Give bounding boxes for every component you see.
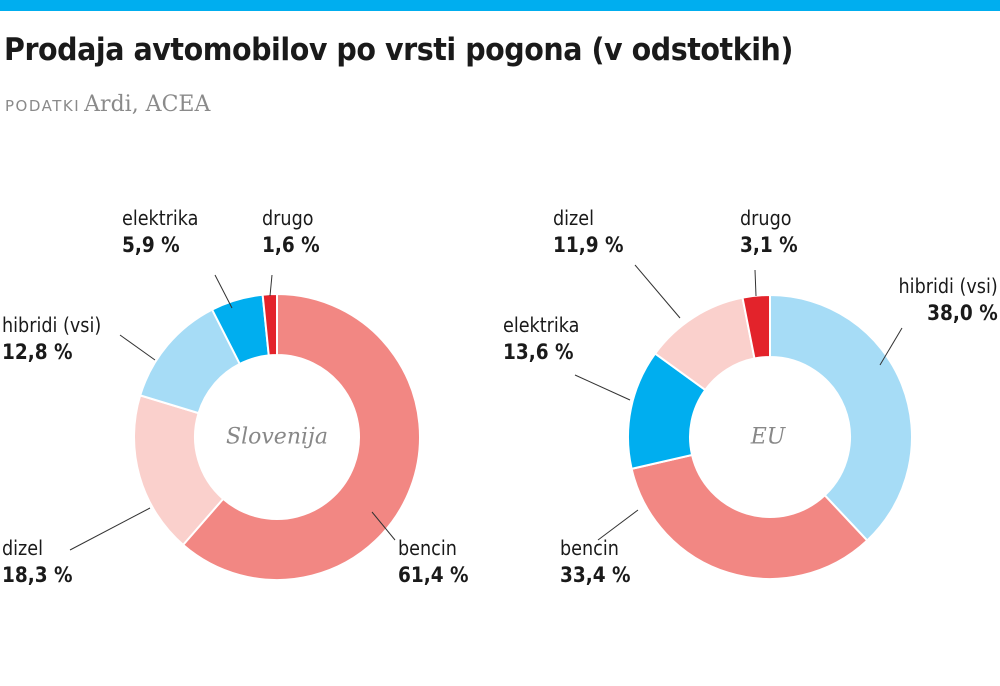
label-eu-elektrika: elektrika 13,6 % [503, 313, 580, 364]
leader-line [634, 264, 681, 319]
leader-line [574, 374, 631, 401]
leader-line [371, 511, 396, 541]
leader-line [754, 269, 757, 297]
source-text: Ardi, ACEA [84, 92, 211, 117]
leader-line [119, 334, 156, 361]
chart-title: Prodaja avtomobilov po vrsti pogona (v o… [4, 32, 793, 68]
leader-line [879, 327, 903, 366]
slice-hibridi [769, 293, 914, 542]
label-eu-dizel: dizel 11,9 % [553, 206, 624, 257]
center-label-slovenija: Slovenija [226, 424, 328, 450]
leader-line [214, 274, 233, 309]
slice-drugo [261, 292, 278, 357]
source-label: PODATKI [5, 97, 81, 115]
label-sl-dizel: dizel 18,3 % [2, 536, 73, 587]
center-label-eu: EU [750, 424, 786, 450]
label-sl-drugo: drugo 1,6 % [262, 206, 320, 257]
label-sl-hibridi: hibridi (vsi) 12,8 % [2, 313, 102, 364]
label-eu-hibridi: hibridi (vsi) 38,0 % [898, 274, 998, 325]
slice-bencin [630, 453, 869, 580]
leader-line [269, 274, 273, 297]
top-accent-bar [0, 0, 1000, 11]
leader-line [69, 507, 151, 551]
slice-drugo [741, 293, 771, 360]
slice-bencin [181, 292, 421, 581]
leader-line [597, 509, 639, 541]
label-eu-bencin: bencin 33,4 % [560, 536, 631, 587]
label-eu-drugo: drugo 3,1 % [740, 206, 798, 257]
source-line: PODATKI Ardi, ACEA [5, 92, 210, 117]
label-sl-bencin: bencin 61,4 % [398, 536, 469, 587]
label-sl-elektrika: elektrika 5,9 % [122, 206, 199, 257]
